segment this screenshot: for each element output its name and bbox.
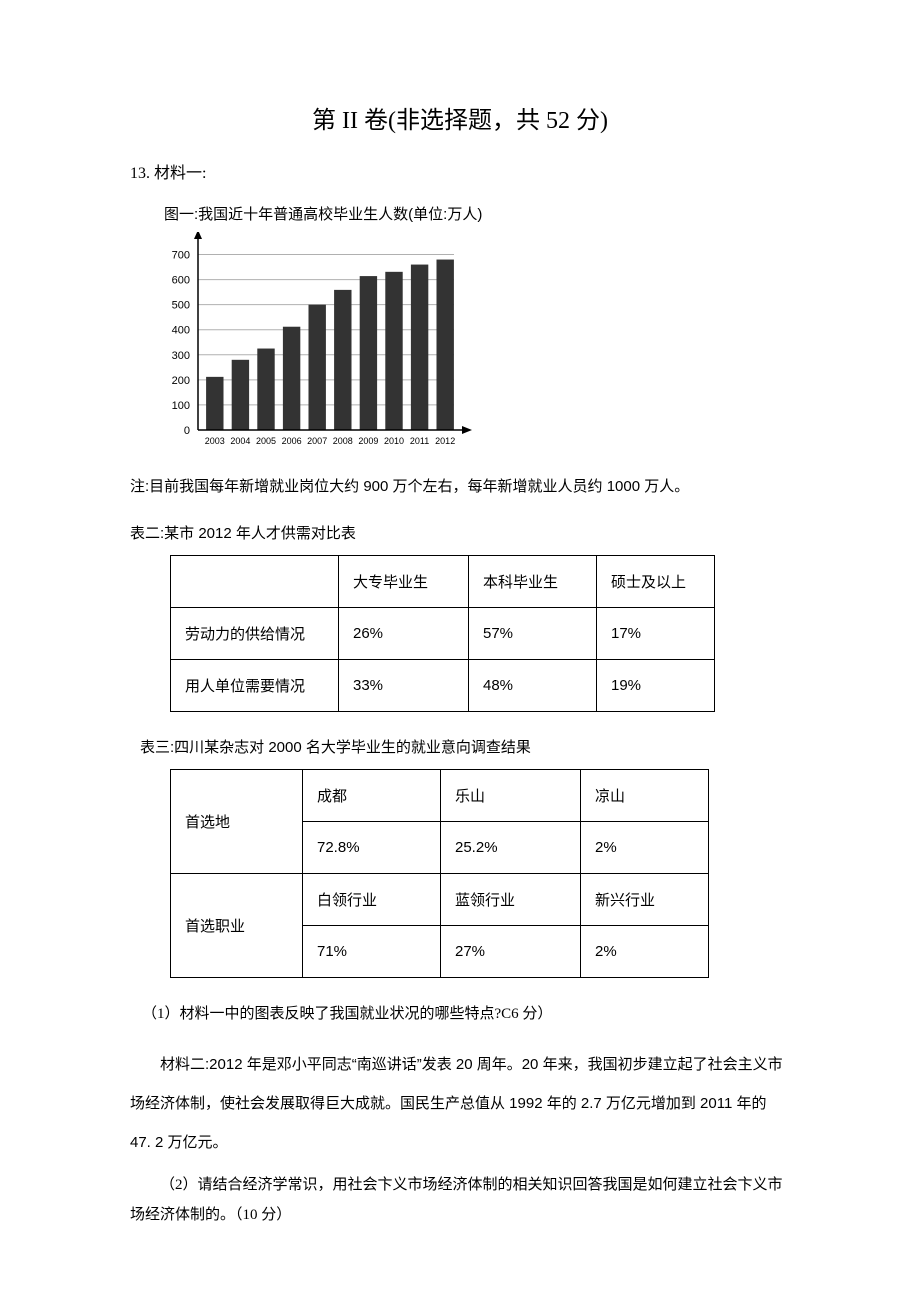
svg-text:2010: 2010 <box>384 436 404 446</box>
svg-text:2006: 2006 <box>282 436 302 446</box>
table-cell: 白领行业 <box>303 874 441 926</box>
table-cell: 17% <box>597 608 715 660</box>
table-row: 劳动力的供给情况 26% 57% 17% <box>171 608 715 660</box>
svg-text:500: 500 <box>172 300 190 312</box>
table-cell: 大专毕业生 <box>339 556 469 608</box>
svg-text:2008: 2008 <box>333 436 353 446</box>
svg-text:2011: 2011 <box>410 436 429 446</box>
bar-chart-svg: 0 100 200 300 400 500 600 700 2003 2004 2005 2006 20… <box>150 232 480 452</box>
section-title: 第 II 卷(非选择题，共 52 分) <box>130 100 790 135</box>
figure1-note: 注:目前我国每年新增就业岗位大约 900 万个左右，每年新增就业人员约 1000… <box>130 475 790 496</box>
figure1-caption: 图一:我国近十年普通高校毕业生人数(单位:万人) <box>164 203 790 224</box>
table-cell: 48% <box>469 660 597 712</box>
svg-text:2004: 2004 <box>230 436 250 446</box>
table-cell: 乐山 <box>441 770 581 822</box>
question-13-sub1: （1）材料一中的图表反映了我国就业状况的哪些特点?C6 分） <box>142 1002 790 1023</box>
question-13-sub2: （2）请结合经济学常识，用社会卞义市场经济体制的相关知识回答我国是如何建立社会卞… <box>130 1170 790 1230</box>
table2: 大专毕业生 本科毕业生 硕士及以上 劳动力的供给情况 26% 57% 17% 用… <box>170 555 715 712</box>
table-row: 首选职业 白领行业 蓝领行业 新兴行业 <box>171 874 709 926</box>
table-cell: 新兴行业 <box>581 874 709 926</box>
table-cell: 成都 <box>303 770 441 822</box>
table-cell: 25.2% <box>441 822 581 874</box>
svg-text:2005: 2005 <box>256 436 276 446</box>
table-cell: 硕士及以上 <box>597 556 715 608</box>
table-cell: 26% <box>339 608 469 660</box>
svg-text:600: 600 <box>172 275 190 287</box>
table-cell: 71% <box>303 926 441 978</box>
table-cell: 用人单位需要情况 <box>171 660 339 712</box>
svg-text:2007: 2007 <box>307 436 327 446</box>
table-cell: 57% <box>469 608 597 660</box>
figure1-chart: 0 100 200 300 400 500 600 700 2003 2004 2005 2006 20… <box>150 232 790 457</box>
question-13-label: 13. 材料一: <box>130 159 790 183</box>
table-cell: 2% <box>581 822 709 874</box>
table3-caption: 表三:四川某杂志对 2000 名大学毕业生的就业意向调查结果 <box>140 736 790 757</box>
svg-text:2009: 2009 <box>358 436 378 446</box>
table3: 首选地 成都 乐山 凉山 72.8% 25.2% 2% 首选职业 白领行业 蓝领… <box>170 769 709 978</box>
svg-text:2003: 2003 <box>205 436 225 446</box>
table-cell: 首选地 <box>171 770 303 874</box>
svg-text:700: 700 <box>172 250 190 262</box>
table-cell: 72.8% <box>303 822 441 874</box>
table-cell: 27% <box>441 926 581 978</box>
table-row: 用人单位需要情况 33% 48% 19% <box>171 660 715 712</box>
material-2-text: 材料二:2012 年是邓小平同志“南巡讲话”发表 20 周年。20 年来，我国初… <box>130 1045 790 1162</box>
svg-text:0: 0 <box>184 425 190 437</box>
svg-text:400: 400 <box>172 325 190 337</box>
table-cell: 33% <box>339 660 469 712</box>
table-cell: 蓝领行业 <box>441 874 581 926</box>
table-cell: 首选职业 <box>171 874 303 978</box>
table-cell: 劳动力的供给情况 <box>171 608 339 660</box>
table-cell: 2% <box>581 926 709 978</box>
svg-text:100: 100 <box>172 400 190 412</box>
svg-text:300: 300 <box>172 350 190 362</box>
svg-text:200: 200 <box>172 375 190 387</box>
table-cell <box>171 556 339 608</box>
table-row: 大专毕业生 本科毕业生 硕士及以上 <box>171 556 715 608</box>
table-cell: 19% <box>597 660 715 712</box>
table-row: 首选地 成都 乐山 凉山 <box>171 770 709 822</box>
table2-caption: 表二:某市 2012 年人才供需对比表 <box>130 522 790 543</box>
table-cell: 本科毕业生 <box>469 556 597 608</box>
table-cell: 凉山 <box>581 770 709 822</box>
svg-text:2012: 2012 <box>435 436 455 446</box>
